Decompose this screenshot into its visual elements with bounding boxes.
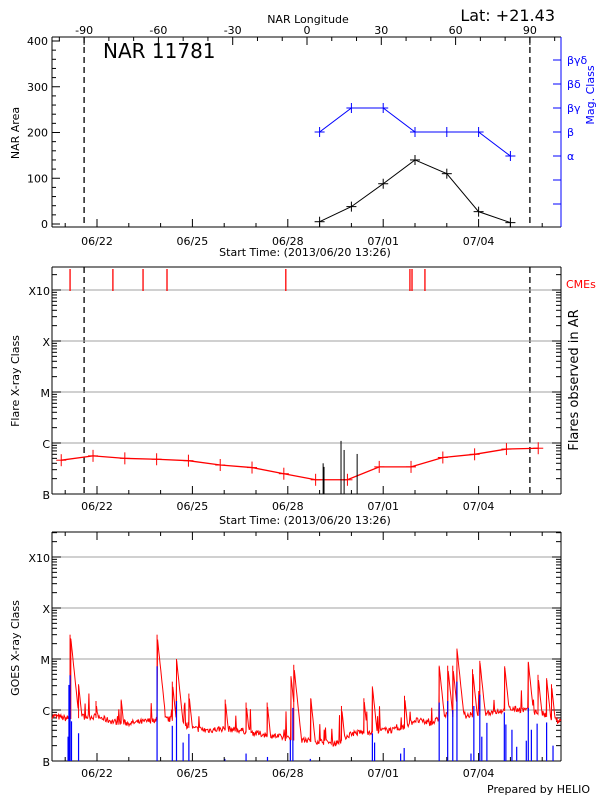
cme-label: CMEs: [566, 278, 596, 291]
y2-axis-label-flares: Flares observed in AR: [567, 309, 582, 450]
x-tick-label: 07/01: [367, 767, 399, 780]
background-level-line: [61, 447, 539, 481]
x-tick-label: 07/04: [463, 500, 495, 513]
y-tick-label: 200: [27, 127, 48, 140]
x-tick-label: 06/28: [272, 767, 304, 780]
y-tick-label: M: [41, 654, 51, 667]
x-tick-label: 06/25: [177, 767, 209, 780]
y-tick-label: 300: [27, 81, 48, 94]
x-axis-label-2: Start Time: (2013/06/20 13:26): [219, 514, 391, 527]
x-axis-label-1: Start Time: (2013/06/20 13:26): [219, 246, 391, 259]
lon-tick-label: 90: [523, 24, 537, 37]
chart-title: NAR 11781: [103, 39, 216, 63]
mag-tick-label: βγ: [567, 102, 581, 115]
y-tick-label: X10: [28, 285, 50, 298]
y-tick-label: C: [42, 438, 50, 451]
x-tick-label: 06/25: [177, 500, 209, 513]
lon-tick-label: 60: [449, 24, 463, 37]
x-tick-label: 07/04: [463, 767, 495, 780]
x-tick-label: 07/04: [463, 235, 495, 248]
mag-tick-label: α: [567, 150, 574, 163]
x-tick-label: 07/01: [367, 235, 399, 248]
area-line: [319, 159, 511, 224]
y-axis-label-goes: GOES X-ray Class: [9, 600, 22, 696]
y-tick-label: 400: [27, 35, 48, 48]
y-tick-label: C: [42, 705, 50, 718]
mag-tick-label: β: [567, 126, 574, 139]
mag-tick-label: βδ: [567, 78, 581, 91]
y-tick-label: X: [42, 603, 50, 616]
x-tick-label: 06/22: [81, 767, 113, 780]
footer-credit: Prepared by HELIO: [487, 783, 590, 796]
latitude-label: Lat: +21.43: [460, 6, 555, 25]
mag-tick-label: βγδ: [567, 54, 588, 67]
y2-axis-label-mag: Mag. Class: [584, 65, 597, 124]
lon-tick-label: -60: [149, 24, 167, 37]
lon-tick-label: 30: [374, 24, 388, 37]
x-tick-label: 06/25: [177, 235, 209, 248]
y-tick-label: B: [42, 756, 50, 769]
x-tick-label: 06/28: [272, 500, 304, 513]
y-tick-label: X: [42, 336, 50, 349]
y-tick-label: 100: [27, 172, 48, 185]
x-tick-label: 06/22: [81, 235, 113, 248]
y-axis-label-area: NAR Area: [9, 107, 22, 159]
lon-tick-label: -90: [75, 24, 93, 37]
y-tick-label: B: [42, 489, 50, 502]
y-tick-label: X10: [28, 552, 50, 565]
top-axis-label: NAR Longitude: [267, 13, 349, 26]
lon-tick-label: -30: [224, 24, 242, 37]
x-tick-label: 06/22: [81, 500, 113, 513]
y-axis-label-flare-class: Flare X-ray Class: [9, 335, 22, 427]
goes-long-channel-line: [51, 638, 562, 747]
x-tick-label: 06/28: [272, 235, 304, 248]
y-tick-label: 0: [41, 218, 48, 231]
lon-tick-label: 0: [304, 24, 311, 37]
y-tick-label: M: [41, 387, 51, 400]
x-tick-label: 07/01: [367, 500, 399, 513]
